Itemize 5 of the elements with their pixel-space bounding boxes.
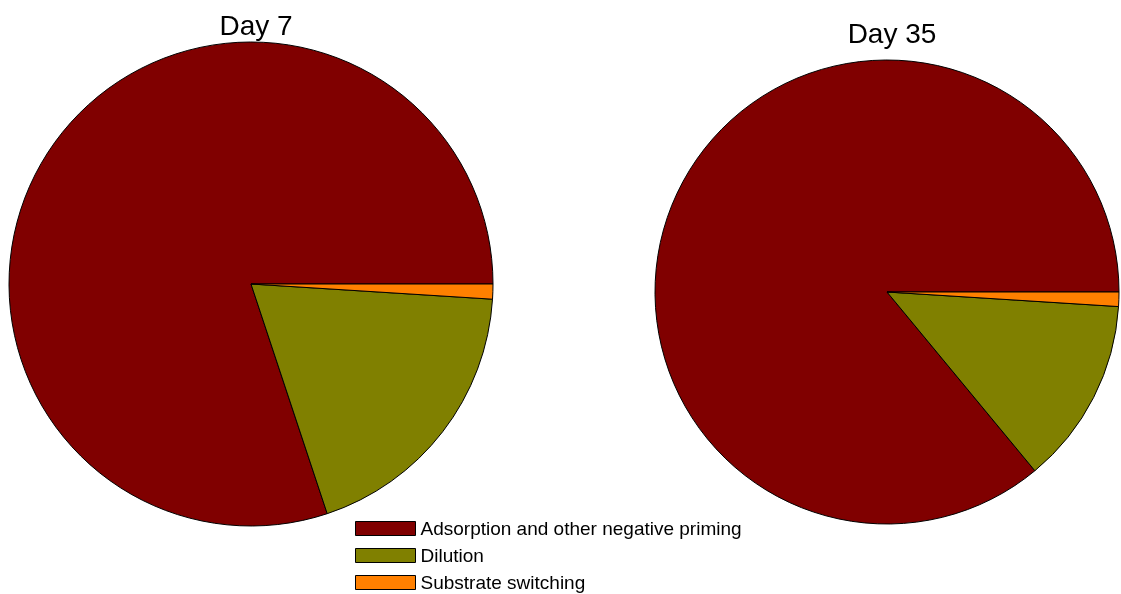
legend-label: Dilution xyxy=(420,545,484,566)
chart-title: Day 7 xyxy=(219,9,293,41)
chart-title: Day 35 xyxy=(847,17,937,49)
legend-label: Substrate switching xyxy=(420,572,586,593)
legend-label: Adsorption and other negative priming xyxy=(420,518,742,539)
